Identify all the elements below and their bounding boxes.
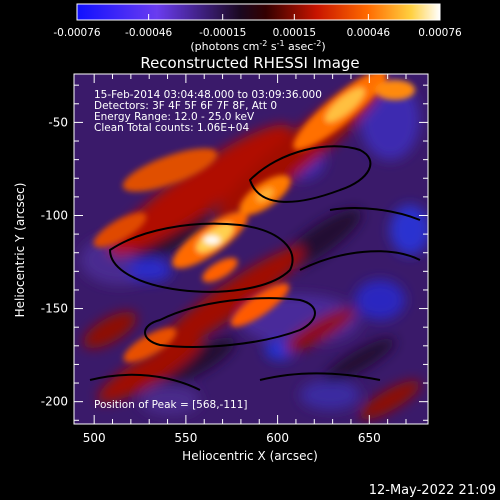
- peak-position: Position of Peak = [568,-111]: [94, 399, 248, 411]
- x-tick-label: 650: [358, 431, 381, 445]
- colorbar: -0.00076 -0.00046 -0.00015 0.00015 0.00046 0.…: [53, 3, 462, 53]
- info-line-energy: Energy Range: 12.0 - 25.0 keV: [94, 111, 255, 123]
- y-tick-label: -200: [41, 395, 68, 409]
- info-text: 15-Feb-2014 03:04:48.000 to 03:09:36.000…: [94, 89, 322, 134]
- colorbar-ticks: -0.00076 -0.00046 -0.00015 0.00015 0.00046 0.…: [53, 14, 462, 39]
- y-tick-label: -100: [41, 208, 68, 222]
- y-axis-label: Heliocentric Y (arcsec): [13, 183, 27, 318]
- colorbar-gradient: [77, 4, 440, 20]
- rhessi-image: [74, 74, 428, 424]
- y-tick-label: -50: [48, 115, 68, 129]
- y-tick-label: -150: [41, 302, 68, 316]
- image-frame: [73, 73, 429, 425]
- plot-title: Reconstructed RHESSI Image: [140, 54, 359, 72]
- colorbar-tick-label: 0.00046: [347, 27, 391, 39]
- x-tick-label: 550: [174, 431, 197, 445]
- info-line-detectors: Detectors: 3F 4F 5F 6F 7F 8F, Att 0: [94, 100, 277, 112]
- colorbar-tick-label: -0.00076: [53, 27, 101, 39]
- x-axis-ticks: 500 550 600 650: [83, 74, 407, 445]
- x-axis-label: Heliocentric X (arcsec): [182, 449, 318, 463]
- y-axis-ticks: -50 -100 -150 -200: [41, 84, 428, 421]
- colorbar-tick-label: 0.00015: [273, 27, 316, 39]
- x-tick-label: 500: [83, 431, 106, 445]
- footer-date: 12-May-2022 21:09: [369, 483, 496, 498]
- colorbar-tick-label: -0.00046: [125, 27, 173, 39]
- colorbar-tick-label: 0.00076: [418, 27, 462, 39]
- colorbar-tick-label: -0.00015: [199, 27, 246, 39]
- colorbar-unit: (photons cm-2 s-1 asec-2): [190, 39, 325, 53]
- info-line-counts: Clean Total counts: 1.06E+04: [94, 122, 249, 134]
- x-tick-label: 600: [266, 431, 289, 445]
- colorbar-frame: [76, 3, 441, 21]
- info-line-time: 15-Feb-2014 03:04:48.000 to 03:09:36.000: [94, 89, 322, 101]
